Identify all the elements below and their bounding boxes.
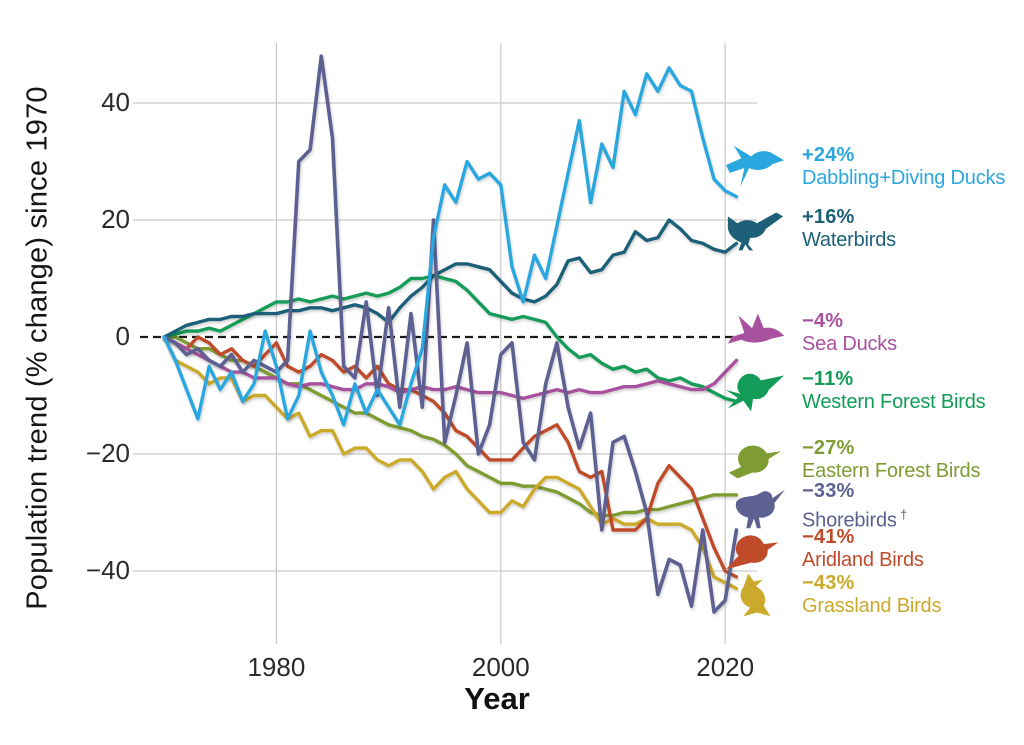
y-tick-label: −20 <box>85 438 130 468</box>
x-tick-label: 1980 <box>247 652 306 682</box>
y-tick-label: 20 <box>101 204 130 234</box>
series-line-grassland-birds <box>162 335 739 591</box>
y-tick-label: 40 <box>101 87 130 117</box>
x-tick-label: 2000 <box>471 652 530 682</box>
y-tick-label: 0 <box>115 321 130 351</box>
series-line-shorebirds <box>162 54 739 614</box>
x-tick-label: 2020 <box>696 652 755 682</box>
y-tick-label: −40 <box>85 555 130 585</box>
series-line-eastern-forest-birds <box>162 335 739 518</box>
series-line-dabbling-diving-ducks <box>162 66 739 427</box>
series-line-waterbirds <box>162 218 739 339</box>
series-line-western-forest-birds <box>162 273 739 404</box>
x-axis-title: Year <box>464 681 530 716</box>
series-line-sea-ducks <box>162 335 739 401</box>
